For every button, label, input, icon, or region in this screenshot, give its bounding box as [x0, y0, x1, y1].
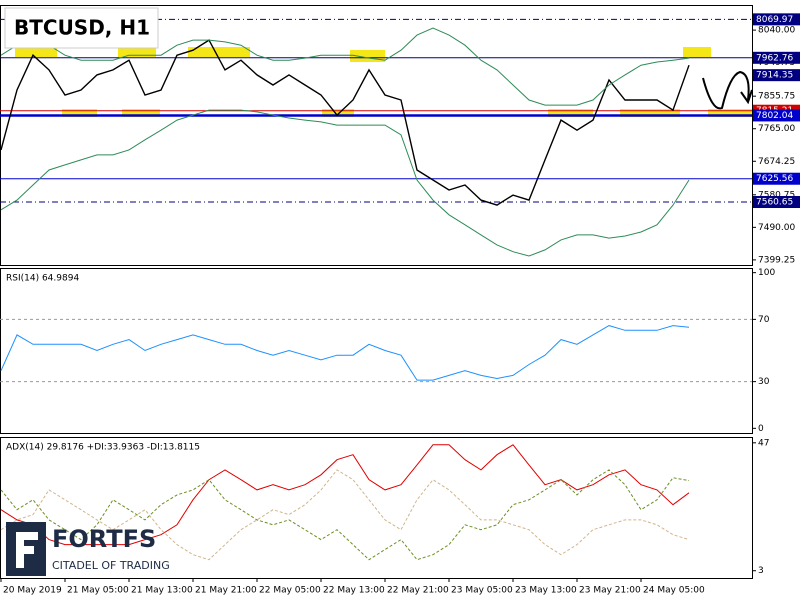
level-label: 8069.97 [756, 15, 793, 25]
highlights [15, 47, 752, 117]
level-tag [753, 51, 800, 64]
series-line [0, 469, 690, 561]
x-tick-label: 23 May 21:00 [579, 586, 641, 596]
y-tick-label: 3 [758, 566, 764, 576]
x-tick-label: 21 May 13:00 [131, 586, 193, 596]
x-tick-label: 22 May 21:00 [387, 586, 449, 596]
level-tag [753, 109, 800, 122]
series-line [0, 27, 690, 106]
x-tick-label: 21 May 05:00 [67, 586, 129, 596]
y-tick-label: 30 [758, 377, 770, 387]
x-tick-label: 23 May 05:00 [451, 586, 513, 596]
y-tick-label: 100 [758, 268, 775, 278]
rsi-panel [0, 268, 753, 434]
level-label: 7625.56 [756, 174, 793, 184]
panel-title: RSI(14) 64.9894 [6, 274, 79, 284]
y-tick-label: 0 [758, 424, 764, 434]
y-tick-label: 7855.75 [758, 92, 795, 102]
x-tick-label: 22 May 05:00 [259, 586, 321, 596]
x-tick-label: 20 May 2019 [3, 586, 62, 596]
series-line [0, 325, 690, 381]
adx-panel [0, 437, 753, 579]
level-label: 7962.76 [756, 53, 793, 63]
level-tag [753, 172, 800, 185]
series-line [0, 469, 690, 561]
level-tag [753, 69, 800, 82]
level-label: 7560.65 [756, 198, 793, 208]
y-tick-label: 7765.00 [758, 124, 795, 134]
y-tick-label: 7399.25 [758, 255, 795, 265]
title-box [4, 7, 159, 49]
y-tick-label: 7674.25 [758, 157, 795, 167]
x-tick-label: 24 May 05:00 [643, 586, 705, 596]
series-line [0, 109, 690, 257]
price-panel [0, 5, 753, 266]
logo-tagline: CITADEL OF TRADING [52, 559, 170, 572]
y-tick-label: 7580.75 [758, 190, 795, 200]
panel-title: ADX(14) 29.8176 +DI:33.9363 -DI:13.8115 [6, 443, 200, 453]
y-tick-label: 8040.00 [758, 26, 795, 36]
logo: FORTFS CITADEL OF TRADING [6, 522, 170, 576]
forecast-arrow [702, 70, 753, 110]
level-tag [753, 13, 800, 26]
y-tick-label: 7490.00 [758, 223, 795, 233]
plot-layer: 8040.007949.757855.757765.007674.257580.… [0, 13, 800, 596]
series-line [0, 444, 690, 546]
chart-title: BTCUSD, H1 [14, 16, 150, 40]
y-tick-label: 70 [758, 315, 770, 325]
x-tick-label: 22 May 13:00 [323, 586, 385, 596]
level-label: 7802.04 [756, 111, 793, 121]
logo-name: FORTFS [52, 525, 156, 553]
y-tick-label: 47 [758, 438, 769, 448]
level-tag [753, 196, 800, 209]
x-tick-label: 23 May 13:00 [515, 586, 577, 596]
x-tick-label: 21 May 21:00 [195, 586, 257, 596]
series-line [0, 39, 690, 206]
level-label: 7914.35 [756, 71, 793, 81]
